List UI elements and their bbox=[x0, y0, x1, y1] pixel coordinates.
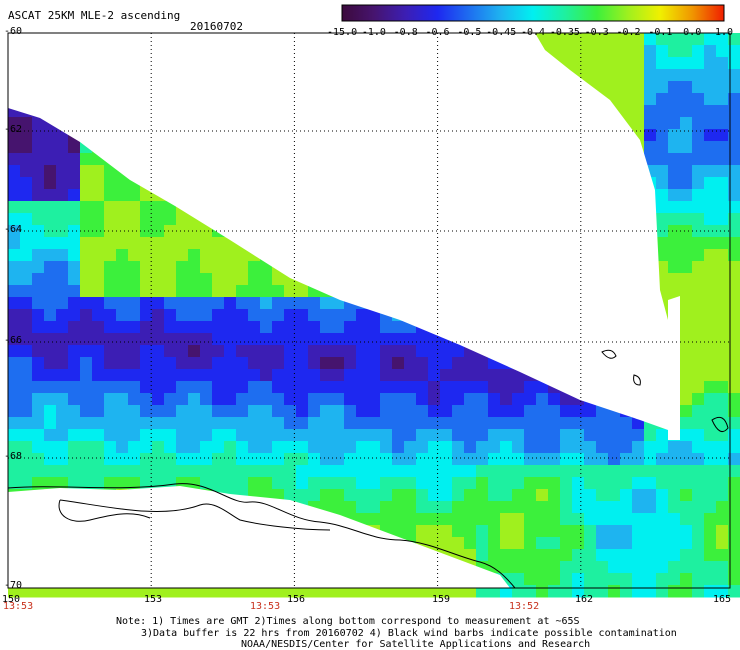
colorbar-label: -0.6 bbox=[425, 27, 450, 38]
colorbar-label: -15.0 bbox=[327, 27, 358, 38]
colorbar-label: -0.1 bbox=[648, 27, 673, 38]
colorbar-label: -0.8 bbox=[393, 27, 418, 38]
lat-label-68: -68 bbox=[4, 451, 23, 462]
time-label-3: 13:52 bbox=[509, 601, 540, 612]
colorbar-label: -0.35 bbox=[549, 27, 580, 38]
lon-label-150: 150 bbox=[2, 594, 21, 605]
no-data-regions bbox=[8, 33, 680, 588]
colorbar-label: -0.45 bbox=[486, 27, 517, 38]
lon-label-165: 165 bbox=[713, 594, 732, 605]
colorbar-label: -0.3 bbox=[584, 27, 609, 38]
colorbar-label: -1.0 bbox=[361, 27, 386, 38]
lon-label-162: 162 bbox=[575, 594, 594, 605]
note-line-2: 3)Data buffer is 22 hrs from 20160702 4)… bbox=[141, 628, 677, 639]
lat-label-66: -66 bbox=[4, 335, 23, 346]
map-date: 20160702 bbox=[190, 20, 243, 33]
note-line-3: NOAA/NESDIS/Center for Satellite Applica… bbox=[241, 639, 591, 650]
colorbar bbox=[341, 4, 725, 22]
note-line-1: Note: 1) Times are GMT 2)Times along bot… bbox=[116, 616, 580, 627]
colorbar-label: 1.0 bbox=[715, 27, 734, 38]
lat-label-60: -60 bbox=[4, 26, 23, 37]
colorbar-label: 0.0 bbox=[683, 27, 702, 38]
time-label-1: 13:53 bbox=[3, 601, 34, 612]
lon-label-156: 156 bbox=[287, 594, 306, 605]
colorbar-label: -0.4 bbox=[521, 27, 546, 38]
coastline bbox=[7, 349, 729, 589]
colorbar-label: -0.5 bbox=[457, 27, 482, 38]
lon-label-159: 159 bbox=[432, 594, 451, 605]
lat-label-62: -62 bbox=[4, 124, 23, 135]
lat-label-70: -70 bbox=[4, 580, 23, 591]
time-label-2: 13:53 bbox=[250, 601, 281, 612]
map-frame bbox=[7, 32, 731, 589]
lat-label-64: -64 bbox=[4, 224, 23, 235]
colorbar-label: -0.2 bbox=[616, 27, 641, 38]
lon-label-153: 153 bbox=[144, 594, 163, 605]
graticule bbox=[8, 33, 730, 588]
map-title: ASCAT 25KM MLE-2 ascending bbox=[8, 9, 181, 22]
